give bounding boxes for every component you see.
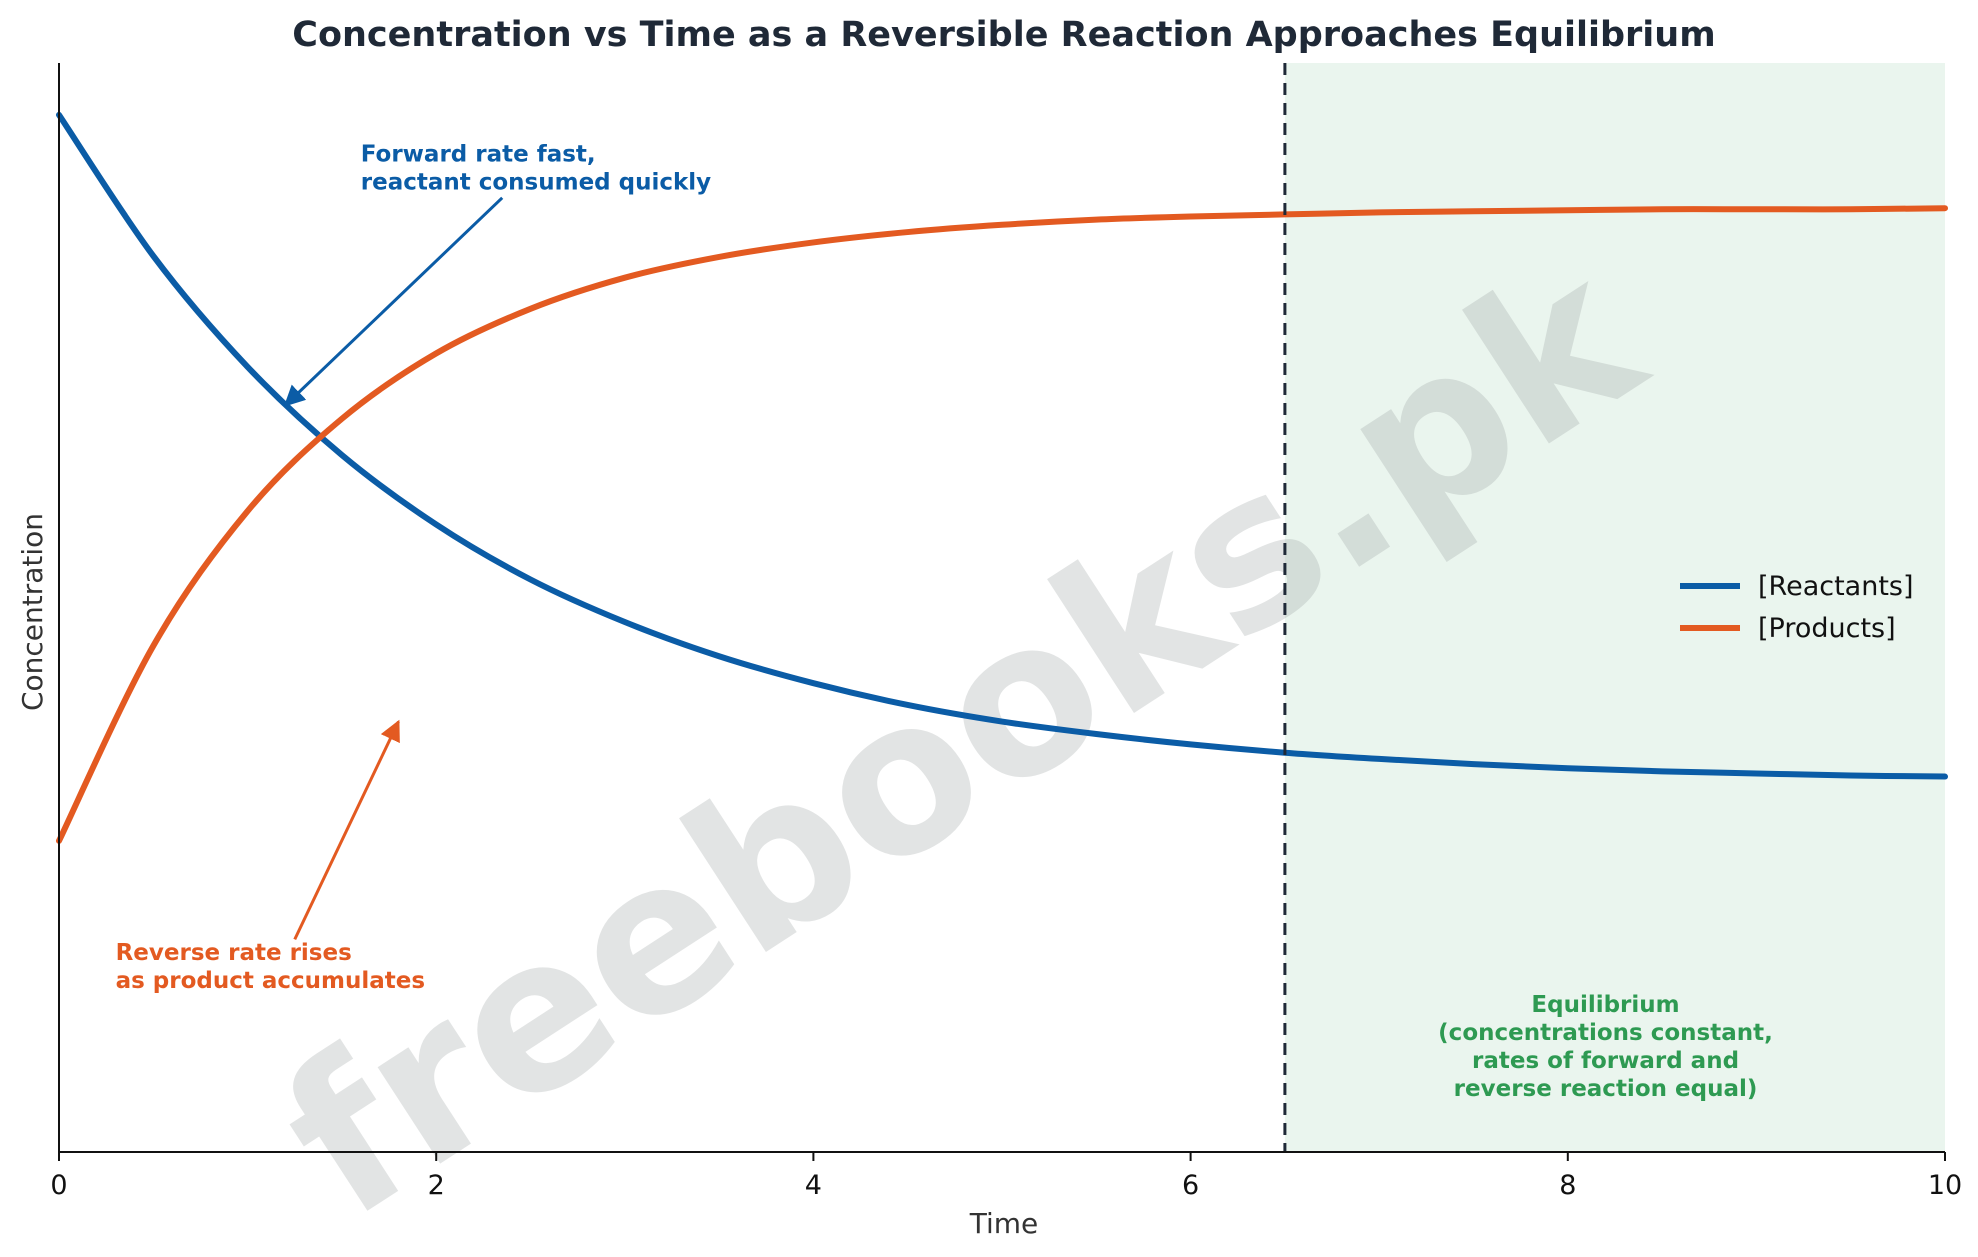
annotation-line: as product accumulates xyxy=(116,968,426,994)
x-tick-label: 6 xyxy=(1182,1170,1199,1201)
legend-label-2: [Products] xyxy=(1758,613,1896,644)
annotation-line: Equilibrium xyxy=(1531,992,1679,1018)
x-tick-label: 0 xyxy=(50,1170,67,1201)
x-tick-label: 10 xyxy=(1928,1170,1962,1201)
x-axis-label: Time xyxy=(969,1207,1039,1240)
annotation-3: Equilibrium (concentrations constant, rate… xyxy=(1438,992,1773,1102)
x-tick-label: 4 xyxy=(805,1170,822,1201)
equilibrium-region-layer xyxy=(1284,63,1945,1152)
legend: [Reactants] [Products] xyxy=(1680,571,1914,644)
annotation-line: reverse reaction equal) xyxy=(1454,1076,1758,1102)
chart-title: Concentration vs Time as a Reversible Re… xyxy=(292,15,1715,55)
annotation-line: reactant consumed quickly xyxy=(361,170,711,196)
equilibrium-region xyxy=(1284,63,1945,1152)
annotation-line: Reverse rate rises xyxy=(116,940,352,966)
series-line-products xyxy=(56,205,1948,844)
x-tick-label: 2 xyxy=(428,1170,445,1201)
y-axis-label: Concentration xyxy=(16,513,49,711)
legend-label-1: [Reactants] xyxy=(1758,571,1914,602)
annotation-line: (concentrations constant, xyxy=(1438,1020,1773,1046)
annotation-arrow-2 xyxy=(293,719,400,941)
annotation-line: Forward rate fast, xyxy=(361,142,596,168)
annotation-1: Forward rate fast, reactant consumed quic… xyxy=(361,142,711,196)
axes-layer: 0 2 4 6 8 10 xyxy=(50,63,1962,1201)
annotation-2: Reverse rate rises as product accumulates xyxy=(116,940,426,994)
annotation-arrow-1 xyxy=(283,196,504,407)
annotation-line: rates of forward and xyxy=(1472,1048,1739,1074)
annotations-layer: Forward rate fast, reactant consumed quic… xyxy=(116,142,1773,1102)
series-line-reactants xyxy=(56,111,1948,780)
x-tick-label: 8 xyxy=(1559,1170,1576,1201)
series-lines-layer xyxy=(56,111,1948,844)
